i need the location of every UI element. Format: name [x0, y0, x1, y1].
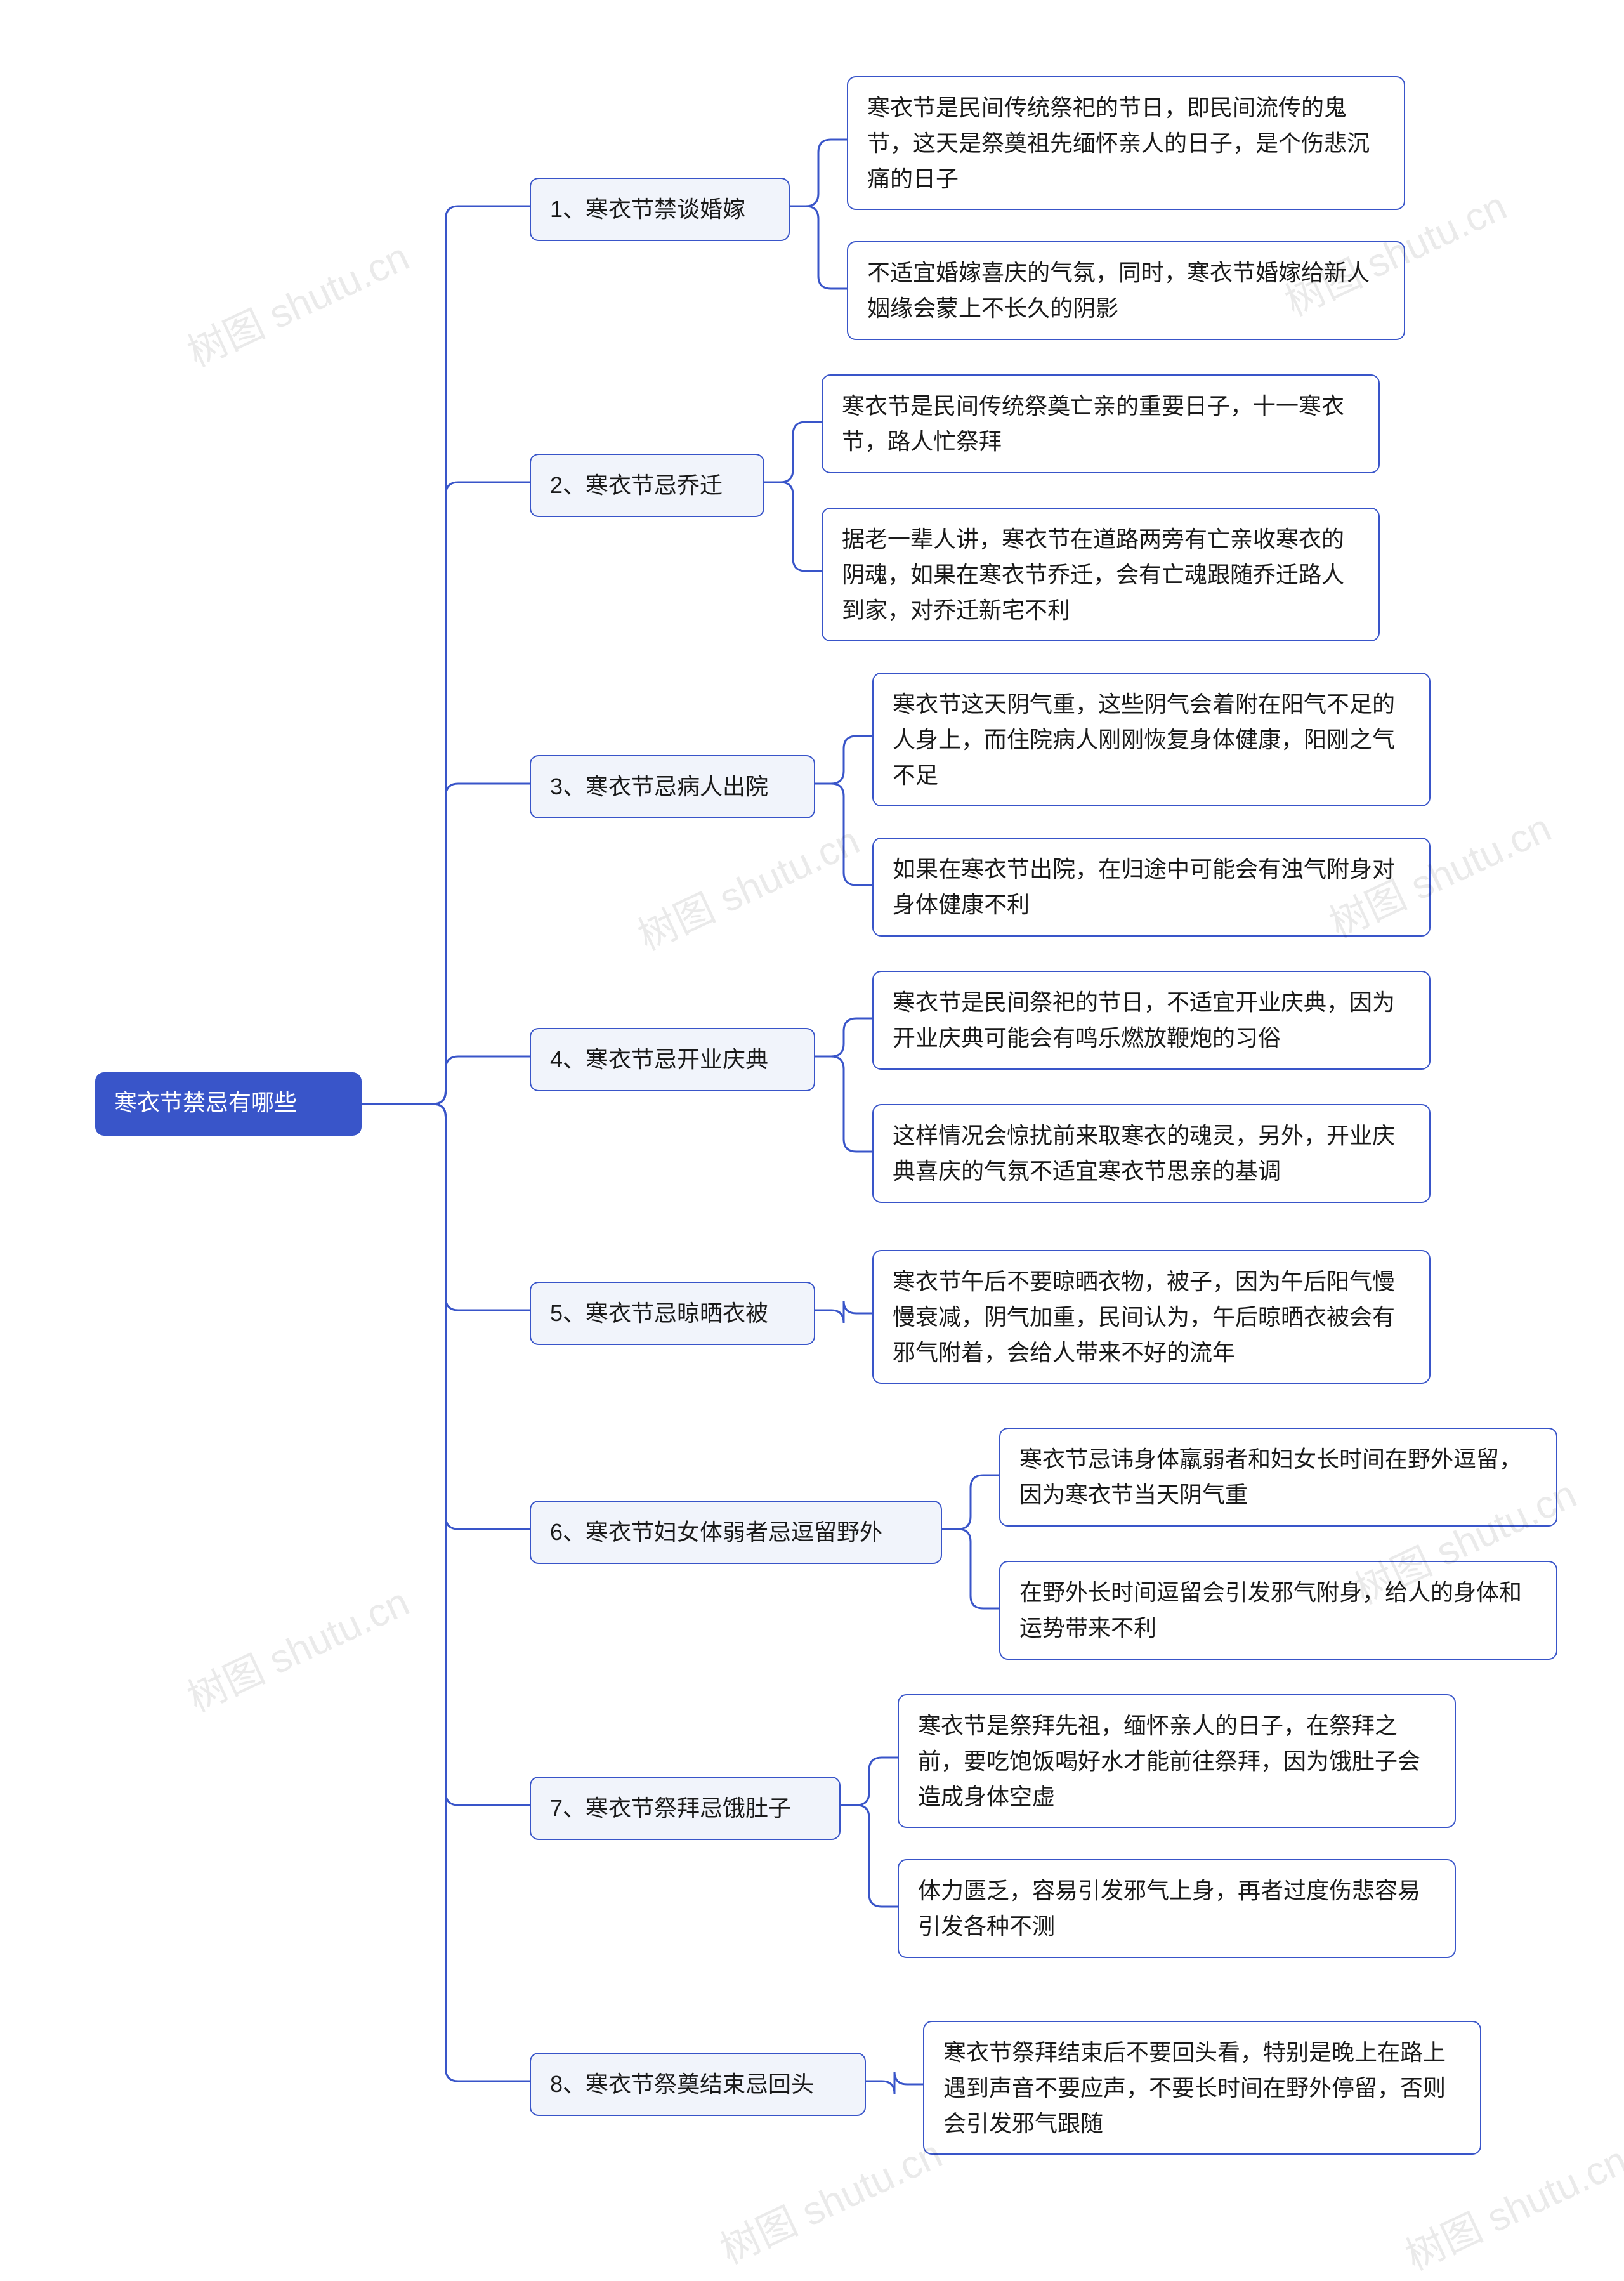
leaf-node: 寒衣节忌讳身体羸弱者和妇女长时间在野外逗留，因为寒衣节当天阴气重	[999, 1428, 1557, 1527]
watermark: 树图 shutu.cn	[177, 225, 417, 378]
leaf-node: 寒衣节这天阴气重，这些阴气会着附在阳气不足的人身上，而住院病人刚刚恢复身体健康，…	[872, 673, 1431, 806]
leaf-node: 体力匮乏，容易引发邪气上身，再者过度伤悲容易引发各种不测	[898, 1859, 1456, 1958]
watermark: 树图 shutu.cn	[177, 1570, 417, 1723]
leaf-node: 寒衣节午后不要晾晒衣物，被子，因为午后阳气慢慢衰减，阴气加重，民间认为，午后晾晒…	[872, 1250, 1431, 1384]
leaf-node: 这样情况会惊扰前来取寒衣的魂灵，另外，开业庆典喜庆的气氛不适宜寒衣节思亲的基调	[872, 1104, 1431, 1203]
branch-node: 8、寒衣节祭奠结束忌回头	[530, 2053, 866, 2116]
watermark: 树图 shutu.cn	[710, 2122, 950, 2275]
leaf-node: 在野外长时间逗留会引发邪气附身，给人的身体和运势带来不利	[999, 1561, 1557, 1660]
branch-node: 4、寒衣节忌开业庆典	[530, 1028, 815, 1091]
branch-node: 2、寒衣节忌乔迁	[530, 454, 764, 517]
leaf-node: 寒衣节是民间传统祭祀的节日，即民间流传的鬼节，这天是祭奠祖先缅怀亲人的日子，是个…	[847, 76, 1405, 210]
leaf-node: 如果在寒衣节出院，在归途中可能会有浊气附身对身体健康不利	[872, 838, 1431, 937]
branch-node: 6、寒衣节妇女体弱者忌逗留野外	[530, 1501, 942, 1564]
watermark: 树图 shutu.cn	[627, 809, 867, 961]
branch-node: 3、寒衣节忌病人出院	[530, 755, 815, 818]
leaf-node: 据老一辈人讲，寒衣节在道路两旁有亡亲收寒衣的阴魂，如果在寒衣节乔迁，会有亡魂跟随…	[822, 508, 1380, 641]
leaf-node: 寒衣节是民间传统祭奠亡亲的重要日子，十一寒衣节，路人忙祭拜	[822, 374, 1380, 473]
leaf-node: 不适宜婚嫁喜庆的气氛，同时，寒衣节婚嫁给新人姻缘会蒙上不长久的阴影	[847, 241, 1405, 340]
mindmap-canvas: 寒衣节禁忌有哪些 1、寒衣节禁谈婚嫁寒衣节是民间传统祭祀的节日，即民间流传的鬼节，…	[0, 0, 1624, 2224]
leaf-node: 寒衣节是民间祭祀的节日，不适宜开业庆典，因为开业庆典可能会有鸣乐燃放鞭炮的习俗	[872, 971, 1431, 1070]
leaf-node: 寒衣节祭拜结束后不要回头看，特别是晚上在路上遇到声音不要应声，不要长时间在野外停…	[923, 2021, 1481, 2155]
root-node: 寒衣节禁忌有哪些	[95, 1072, 362, 1136]
branch-node: 1、寒衣节禁谈婚嫁	[530, 178, 790, 241]
leaf-node: 寒衣节是祭拜先祖，缅怀亲人的日子，在祭拜之前，要吃饱饭喝好水才能前往祭拜，因为饿…	[898, 1694, 1456, 1828]
branch-node: 7、寒衣节祭拜忌饿肚子	[530, 1777, 841, 1840]
branch-node: 5、寒衣节忌晾晒衣被	[530, 1282, 815, 1345]
